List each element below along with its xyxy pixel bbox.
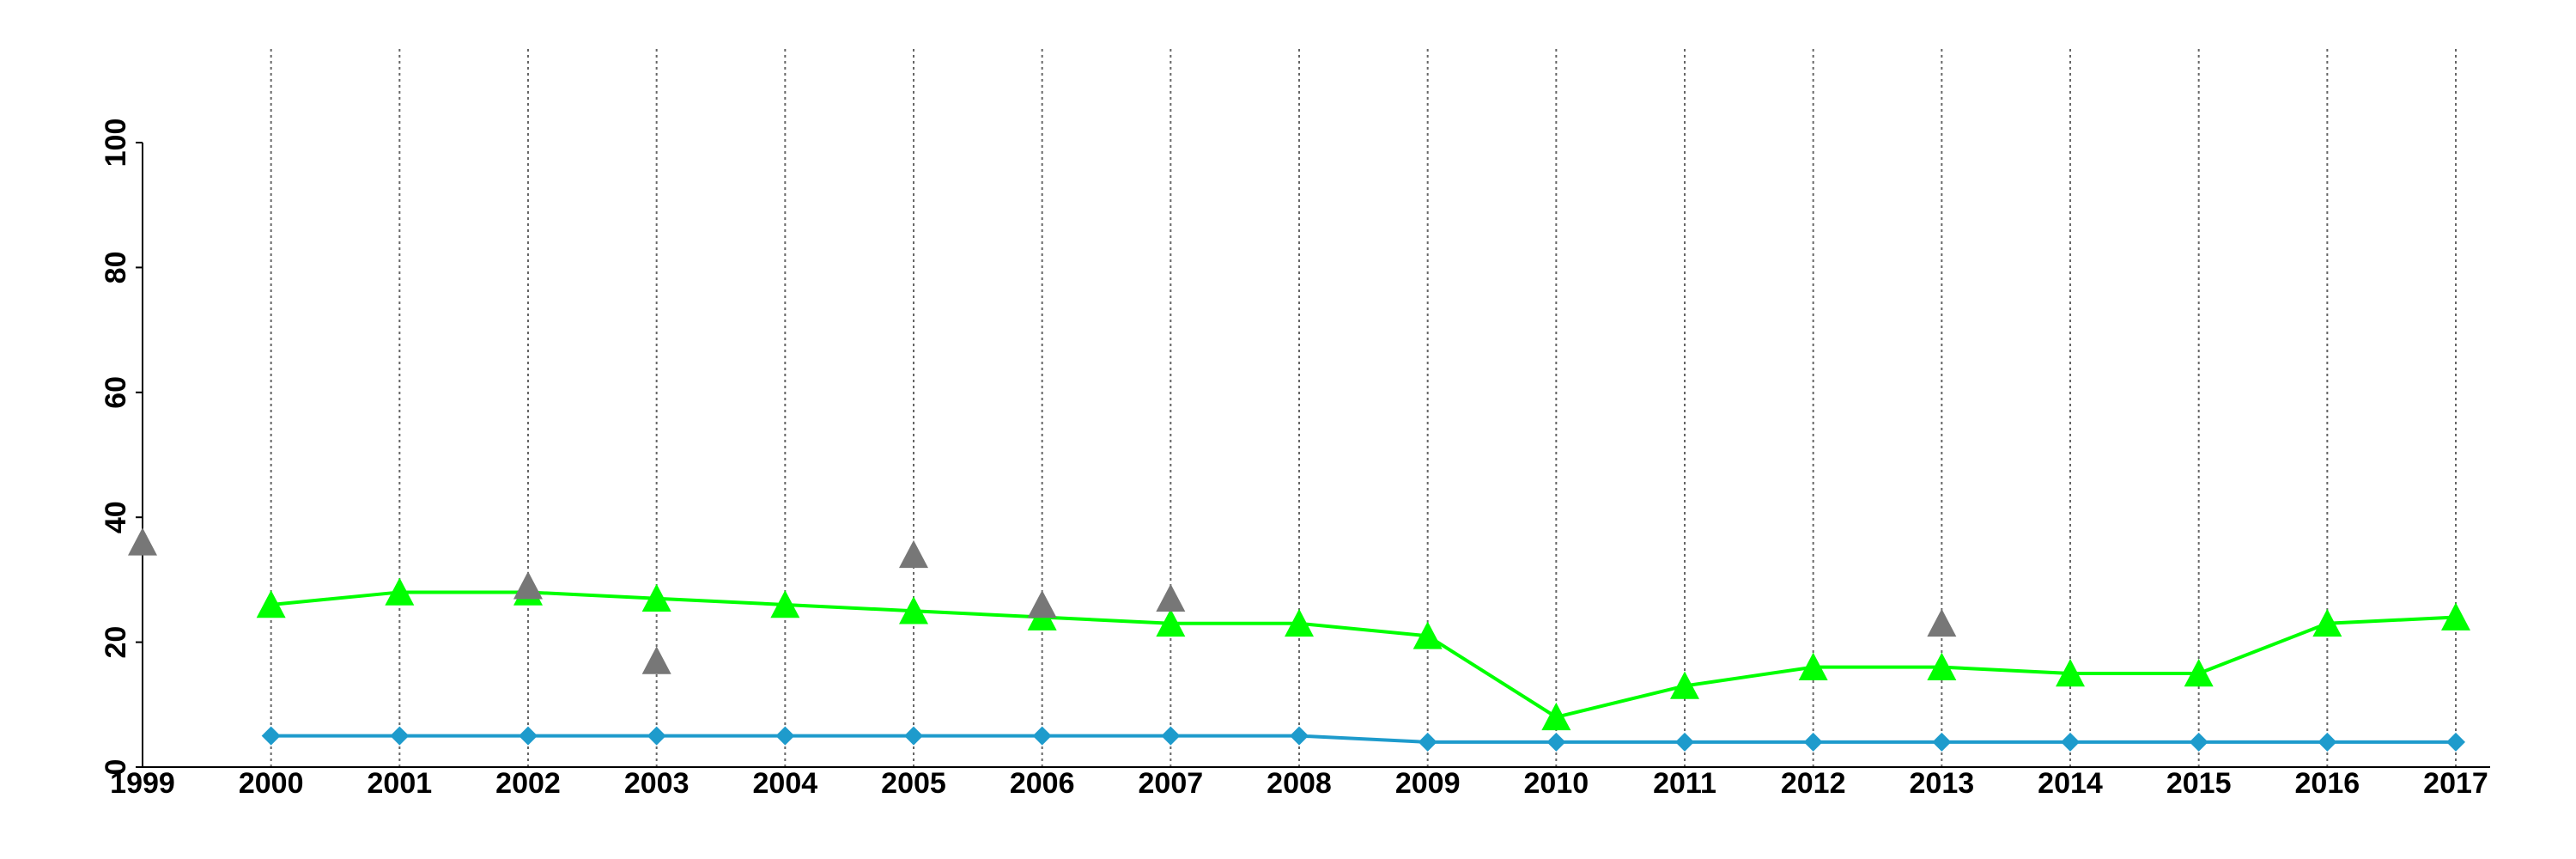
x-tick-label: 2007 bbox=[1139, 767, 1204, 800]
x-tick-label: 2004 bbox=[753, 767, 818, 800]
y-tick-label: 80 bbox=[100, 251, 132, 283]
diamond-marker bbox=[775, 726, 795, 746]
diamond-marker bbox=[1675, 732, 1694, 752]
x-tick-label: 2009 bbox=[1395, 767, 1461, 800]
triangle-marker bbox=[641, 646, 671, 674]
triangle-marker bbox=[513, 571, 543, 600]
x-tick-label: 2016 bbox=[2295, 767, 2360, 800]
triangle-marker bbox=[899, 539, 928, 569]
triangle-marker bbox=[1285, 608, 1314, 637]
triangle-marker bbox=[1156, 583, 1186, 612]
diamond-marker bbox=[2189, 732, 2208, 752]
triangle-marker bbox=[1670, 671, 1699, 699]
diamond-marker bbox=[2446, 732, 2465, 752]
triangle-marker bbox=[1927, 652, 1957, 680]
diamond-marker bbox=[1290, 726, 1309, 746]
triangle-marker bbox=[1413, 621, 1443, 649]
series-line bbox=[270, 590, 2457, 719]
x-tick-label: 2012 bbox=[1781, 767, 1846, 800]
x-tick-label: 2017 bbox=[2423, 767, 2488, 800]
y-tick-label: 40 bbox=[100, 501, 132, 533]
diamond-marker bbox=[647, 726, 666, 746]
x-tick-label: 2014 bbox=[2038, 767, 2103, 800]
triangle-marker bbox=[2312, 608, 2342, 637]
diamond-marker bbox=[1803, 732, 1823, 752]
triangle-marker bbox=[128, 527, 157, 556]
diamond-marker bbox=[2318, 732, 2337, 752]
triangle-marker bbox=[1027, 589, 1057, 618]
x-tick-label: 2002 bbox=[495, 767, 561, 800]
y-tick-label: 0 bbox=[100, 759, 132, 776]
x-tick-label: 2001 bbox=[368, 767, 433, 800]
diamond-marker bbox=[261, 726, 281, 746]
triangle-marker bbox=[1798, 652, 1828, 680]
diamond-marker bbox=[904, 726, 923, 746]
diamond-marker bbox=[1032, 726, 1052, 746]
x-tick-label: 2011 bbox=[1653, 767, 1716, 800]
y-tick-label: 20 bbox=[100, 626, 132, 659]
triangle-marker bbox=[385, 577, 415, 606]
x-tick-label: 2000 bbox=[239, 767, 304, 800]
triangle-marker bbox=[2441, 602, 2470, 631]
diamond-marker bbox=[1161, 726, 1181, 746]
diamond-marker bbox=[2061, 732, 2080, 752]
triangle-marker bbox=[2184, 658, 2214, 687]
triangle-marker bbox=[1927, 608, 1957, 637]
x-tick-label: 2006 bbox=[1010, 767, 1075, 800]
triangle-marker bbox=[2056, 658, 2085, 687]
triangle-marker bbox=[1156, 608, 1186, 637]
triangle-marker bbox=[641, 583, 671, 612]
x-tick-label: 1999 bbox=[110, 767, 175, 800]
x-tick-label: 2010 bbox=[1524, 767, 1589, 800]
diamond-marker bbox=[390, 726, 410, 746]
series-line bbox=[270, 734, 2456, 744]
y-tick-label: 60 bbox=[100, 376, 132, 409]
triangle-marker bbox=[1541, 702, 1571, 731]
triangle-marker bbox=[899, 596, 928, 624]
diamond-marker bbox=[1932, 732, 1952, 752]
triangle-marker bbox=[770, 589, 800, 618]
diamond-marker bbox=[519, 726, 538, 746]
x-tick-label: 2005 bbox=[881, 767, 946, 800]
y-tick-label: 100 bbox=[100, 119, 132, 168]
triangle-marker bbox=[256, 589, 286, 618]
x-tick-label: 2008 bbox=[1267, 767, 1332, 800]
diamond-marker bbox=[1546, 732, 1566, 752]
diamond-marker bbox=[1418, 732, 1437, 752]
x-tick-label: 2003 bbox=[624, 767, 690, 800]
x-tick-label: 2015 bbox=[2166, 767, 2232, 800]
x-tick-label: 2013 bbox=[1910, 767, 1975, 800]
